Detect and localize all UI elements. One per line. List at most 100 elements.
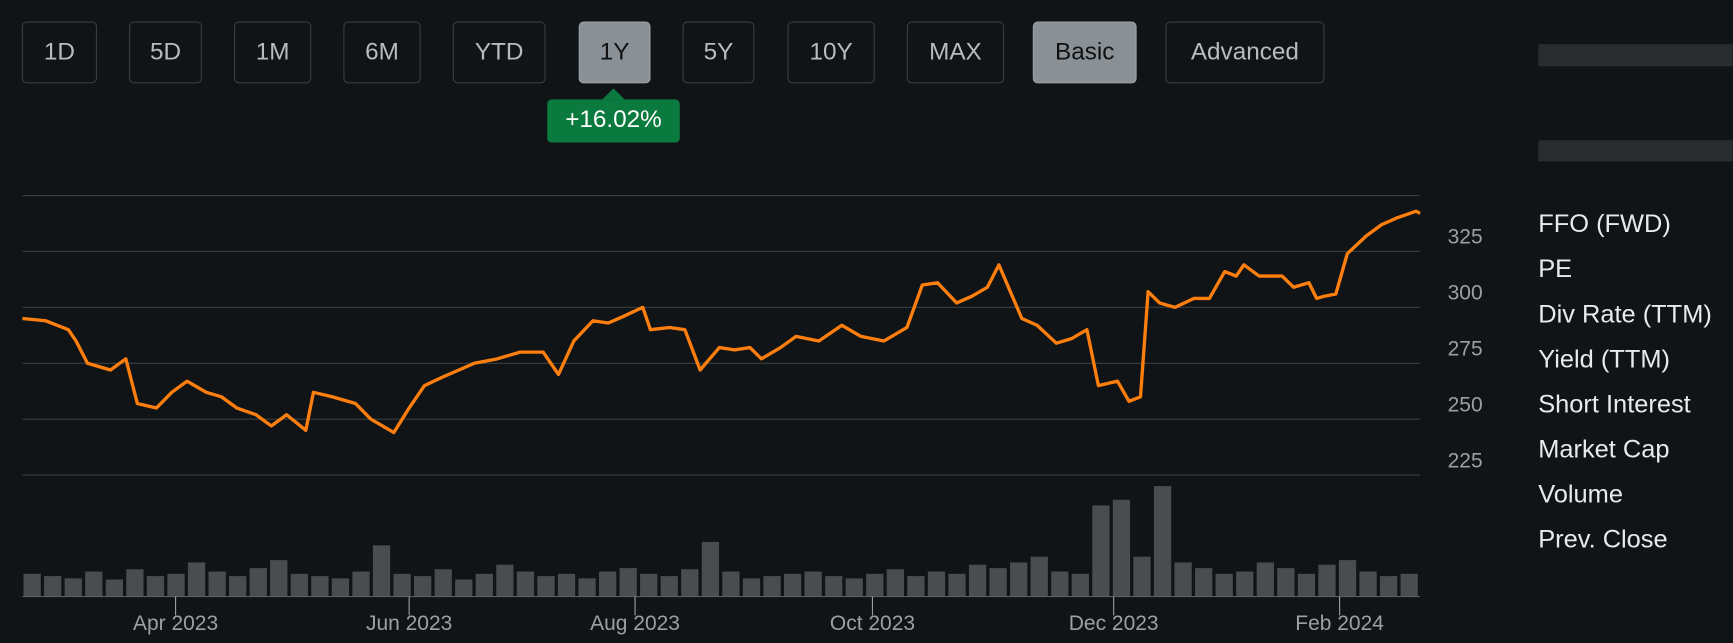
volume-bar bbox=[619, 568, 637, 597]
volume-bar bbox=[1153, 486, 1172, 597]
button-label[interactable]: 1M bbox=[256, 38, 290, 65]
range-button[interactable] bbox=[233, 21, 312, 84]
range-button[interactable] bbox=[343, 21, 421, 84]
x-tick-label: Apr 2023 bbox=[133, 612, 218, 635]
stat-label: Volume bbox=[1538, 481, 1623, 509]
y-tick-label: 300 bbox=[1448, 282, 1483, 305]
button-label[interactable]: 1Y bbox=[600, 38, 630, 65]
range-button[interactable] bbox=[1165, 21, 1325, 84]
volume-bar bbox=[1380, 576, 1398, 597]
volume-bar bbox=[372, 545, 391, 597]
change-text: +16.02% bbox=[565, 106, 662, 133]
volume-bar bbox=[804, 571, 822, 597]
button-label[interactable]: 5D bbox=[150, 38, 181, 65]
volume-bar bbox=[516, 571, 535, 597]
volume-bar bbox=[1010, 562, 1028, 597]
volume-bar bbox=[44, 576, 62, 597]
volume-bar bbox=[1297, 573, 1316, 597]
volume-bar bbox=[352, 571, 370, 597]
volume-bar bbox=[434, 569, 452, 597]
y-tick-label: 225 bbox=[1448, 449, 1483, 472]
volume-bar bbox=[393, 573, 411, 597]
volume-bar bbox=[1174, 562, 1192, 597]
range-button[interactable] bbox=[1032, 21, 1137, 84]
volume-bar bbox=[455, 579, 473, 597]
volume-bar bbox=[187, 562, 206, 597]
button-label[interactable]: 5Y bbox=[704, 38, 734, 65]
volume-bar bbox=[907, 576, 925, 597]
volume-bar bbox=[475, 573, 493, 597]
volume-bar bbox=[989, 568, 1007, 597]
volume-bar bbox=[1236, 571, 1254, 597]
button-label[interactable]: Advanced bbox=[1191, 38, 1299, 65]
volume-bar bbox=[722, 571, 740, 597]
skeleton bbox=[1538, 140, 1733, 162]
stat-label: Yield (TTM) bbox=[1538, 345, 1670, 373]
volume-bar bbox=[1277, 568, 1295, 597]
range-button[interactable] bbox=[578, 21, 651, 84]
volume-bar bbox=[701, 541, 720, 597]
volume-bar bbox=[578, 578, 596, 597]
change-badge bbox=[547, 99, 680, 143]
volume-bar bbox=[886, 569, 904, 597]
volume-bar bbox=[1133, 556, 1151, 597]
volume-bar bbox=[1256, 562, 1274, 597]
y-tick-label: 275 bbox=[1448, 338, 1483, 361]
volume-bar bbox=[1215, 573, 1233, 597]
skeleton bbox=[1538, 44, 1733, 67]
range-button[interactable] bbox=[906, 21, 1005, 84]
volume-bar bbox=[229, 576, 247, 597]
volume-bar bbox=[331, 578, 350, 597]
x-tick-label: Dec 2023 bbox=[1069, 612, 1159, 635]
range-button[interactable] bbox=[682, 21, 755, 84]
volume-bar bbox=[927, 571, 946, 597]
volume-bar bbox=[1195, 568, 1213, 597]
button-label[interactable]: 1D bbox=[44, 38, 75, 65]
volume-bar bbox=[414, 576, 432, 597]
volume-bar bbox=[1338, 560, 1357, 597]
button-label[interactable]: 10Y bbox=[810, 38, 853, 65]
volume-bar bbox=[1071, 573, 1089, 597]
button-label[interactable]: Basic bbox=[1055, 38, 1114, 65]
volume-bar bbox=[311, 576, 329, 597]
volume-bar bbox=[783, 573, 802, 597]
volume-bar bbox=[1112, 499, 1131, 597]
volume-bar bbox=[1030, 556, 1048, 597]
volume-bar bbox=[105, 579, 123, 597]
volume-bar bbox=[270, 560, 288, 597]
volume-bar bbox=[23, 573, 41, 597]
volume-bar bbox=[845, 578, 863, 597]
volume-bar bbox=[681, 569, 699, 597]
x-tick-label: Aug 2023 bbox=[590, 612, 680, 635]
button-label[interactable]: YTD bbox=[475, 38, 524, 65]
stat-label: Short Interest bbox=[1538, 390, 1691, 418]
range-button[interactable] bbox=[452, 21, 546, 84]
button-label[interactable]: MAX bbox=[929, 38, 982, 65]
volume-bar bbox=[763, 576, 781, 597]
volume-bar bbox=[1359, 571, 1377, 597]
volume-bar bbox=[1092, 505, 1110, 597]
volume-bar bbox=[290, 573, 308, 597]
x-tick-label: Feb 2024 bbox=[1295, 612, 1384, 635]
volume-bar bbox=[208, 571, 226, 597]
volume-bar bbox=[742, 578, 761, 597]
volume-bar bbox=[496, 564, 514, 597]
volume-bar bbox=[249, 568, 267, 597]
y-tick-label: 250 bbox=[1448, 393, 1483, 416]
badge-pointer bbox=[602, 88, 625, 100]
volume-bar bbox=[64, 578, 82, 597]
price-line bbox=[22, 209, 1421, 435]
volume-bar bbox=[1051, 571, 1069, 597]
x-tick-label: Jun 2023 bbox=[366, 612, 452, 635]
range-button[interactable] bbox=[129, 21, 202, 84]
range-button[interactable] bbox=[787, 21, 875, 84]
volume-bar bbox=[167, 573, 185, 597]
range-button[interactable] bbox=[21, 21, 97, 84]
stat-label: Market Cap bbox=[1538, 435, 1669, 463]
volume-bar bbox=[825, 576, 843, 597]
button-label[interactable]: 6M bbox=[365, 38, 399, 65]
volume-bar bbox=[968, 564, 987, 597]
